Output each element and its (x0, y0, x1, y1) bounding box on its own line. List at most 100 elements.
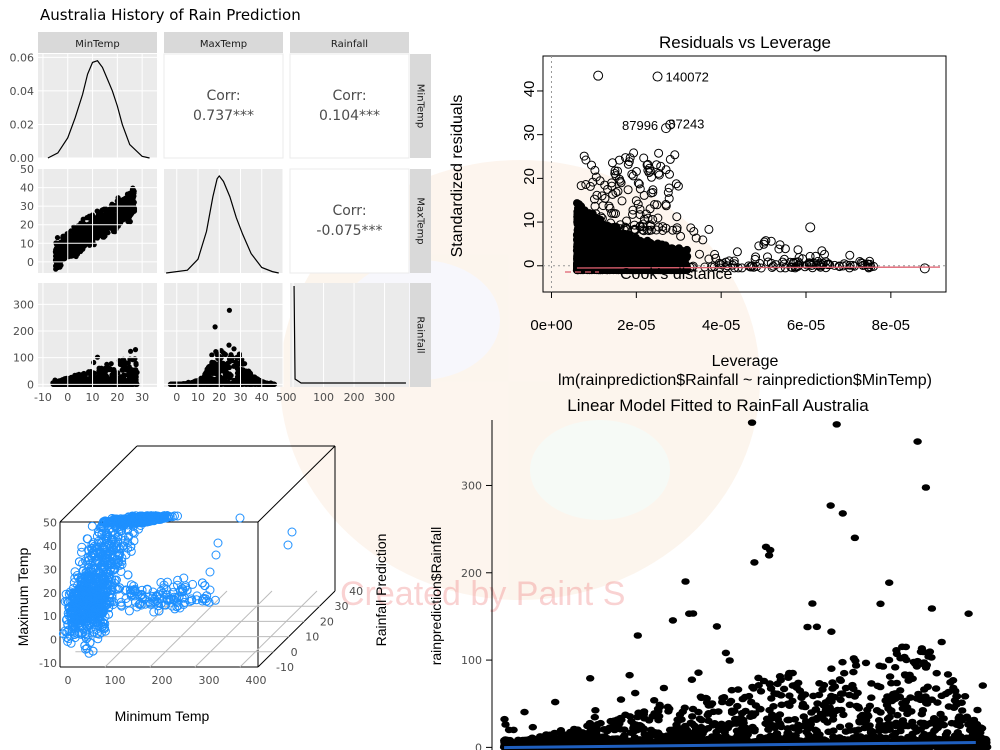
tick-label: 300 (374, 391, 395, 404)
data-point (84, 215, 90, 221)
tick-label: 40 (255, 391, 269, 404)
data-point (615, 251, 624, 260)
data-point (58, 262, 64, 268)
data-point (53, 266, 59, 272)
tick-label: 10 (20, 237, 34, 250)
resid-ylabel: Standardized residuals (449, 95, 466, 258)
data-point (86, 225, 92, 231)
data-point (671, 179, 681, 189)
tick-label: 40 (20, 182, 34, 195)
data-point (131, 189, 137, 195)
data-point (97, 370, 104, 376)
data-point (732, 247, 742, 257)
data-point (581, 242, 590, 251)
resid-subtitle: lm(rainprediction$Rainfall ~ rainpredict… (558, 372, 932, 389)
pairs-title: Australia History of Rain Prediction (40, 6, 301, 24)
data-point (116, 211, 122, 217)
data-point (78, 246, 84, 252)
data-point (590, 238, 599, 247)
data-point (122, 195, 128, 201)
data-point (117, 217, 123, 223)
tick-label: 0 (64, 391, 71, 404)
data-point (191, 380, 197, 386)
data-point (101, 377, 107, 383)
data-point (667, 248, 676, 257)
data-point (220, 350, 226, 356)
data-point (119, 367, 125, 373)
data-point (128, 348, 134, 354)
x-tick-label: 8e-05 (872, 317, 910, 334)
strip-top-MaxTemp (164, 32, 283, 53)
y-tick-label: 20 (521, 168, 538, 185)
tick-label: 300 (13, 298, 34, 311)
corr-label: Corr: (206, 88, 240, 104)
data-point (72, 250, 78, 256)
data-point (654, 148, 664, 158)
tick-label: 0 (27, 256, 34, 269)
strip-top-label: MinTemp (75, 39, 119, 50)
panel-bg (289, 168, 410, 274)
data-point (209, 352, 215, 358)
box-edge (59, 445, 138, 523)
tick-label: 0 (27, 378, 34, 391)
point-label: 87243 (668, 117, 704, 132)
pairs-matrix-chart: Australia History of Rain Prediction Min… (10, 6, 431, 404)
data-point (219, 379, 225, 385)
floor-grid (239, 590, 318, 668)
resid-plot-box (542, 55, 947, 293)
density-line-rainfall (293, 285, 406, 384)
data-point (226, 307, 232, 313)
data-point (123, 364, 129, 370)
y-tick-label: 10 (521, 212, 538, 229)
data-point (82, 373, 88, 379)
watermark-text: Created by Paint S (340, 575, 625, 613)
density-line-mintemp (47, 60, 150, 159)
data-point (86, 369, 92, 375)
data-point (209, 359, 215, 365)
data-point (204, 366, 210, 372)
data-point (94, 214, 100, 220)
data-point (251, 376, 257, 382)
data-point (96, 365, 102, 371)
data-point (133, 367, 139, 373)
corr-value: -0.075*** (316, 223, 382, 239)
data-point (58, 253, 64, 259)
data-point (590, 249, 599, 257)
data-point (607, 234, 616, 243)
tick-label: 10 (191, 391, 205, 404)
data-point (217, 359, 223, 365)
tick-label: 30 (20, 200, 34, 213)
outlier-point (919, 263, 930, 274)
data-point (101, 233, 107, 239)
strip-top-label: MaxTemp (200, 39, 247, 50)
tick-label: 100 (13, 352, 34, 365)
data-point (129, 210, 135, 216)
corr-value: 0.104*** (319, 108, 380, 124)
data-point (247, 376, 253, 382)
tick-label: 0.02 (10, 118, 35, 131)
legend-cook-label: Cook's distance (620, 266, 733, 283)
tick-label: 50 (20, 163, 34, 176)
strip-right-label: MinTemp (415, 84, 426, 128)
tick-label: 0 (173, 391, 180, 404)
data-point (665, 154, 675, 164)
data-point (651, 257, 659, 266)
data-point (110, 368, 116, 374)
tick-label: 50 (276, 391, 290, 404)
tick-label: 0.04 (10, 85, 35, 98)
tick-label: 200 (344, 391, 365, 404)
tick-label: 20 (212, 391, 226, 404)
data-point (117, 197, 123, 203)
data-point (106, 376, 112, 382)
data-point (80, 232, 86, 238)
data-point (122, 204, 129, 210)
data-point (97, 218, 103, 224)
data-point (642, 244, 651, 253)
strip-right-MinTemp (410, 54, 431, 158)
strip-top-label: Rainfall (331, 39, 368, 50)
data-point (212, 324, 218, 330)
data-point (754, 241, 764, 251)
strip-right-MaxTemp (410, 169, 431, 273)
data-point (130, 193, 136, 199)
